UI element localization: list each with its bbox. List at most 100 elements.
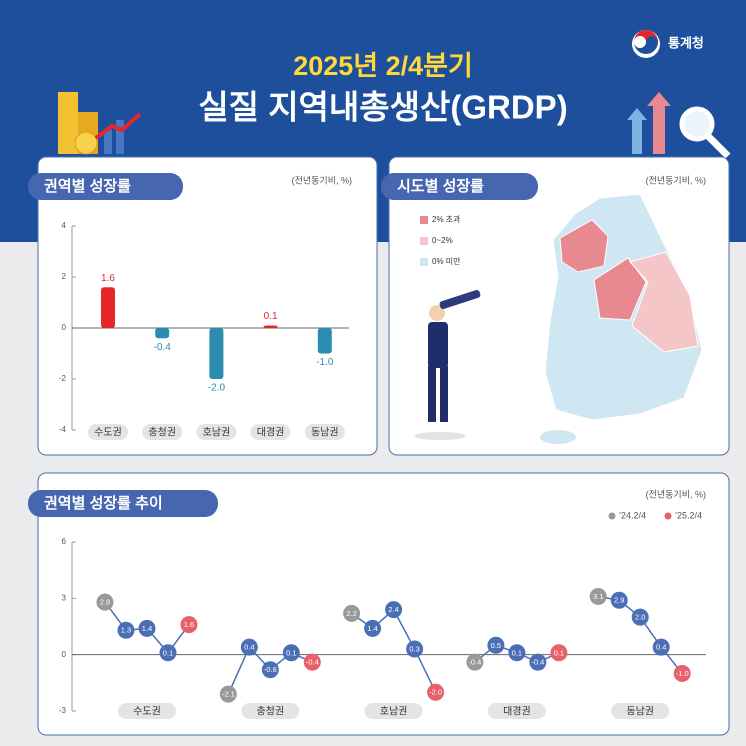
value-label: 0.1	[163, 648, 173, 657]
korea-map	[540, 193, 703, 444]
panel	[37, 156, 378, 456]
y-tick-label: 4	[62, 221, 67, 230]
panel-title: 권역별 성장률	[44, 177, 131, 195]
y-tick-label: 2	[62, 272, 67, 281]
arrows-icon	[627, 92, 731, 159]
x-tick-label: 충청권	[148, 427, 176, 439]
point	[219, 685, 237, 703]
point	[261, 661, 279, 679]
point	[138, 619, 156, 637]
value-label: 2.2	[346, 609, 356, 618]
point	[589, 587, 607, 605]
x-tick-label: 대경권	[503, 705, 531, 718]
x-tick-label: 호남권	[380, 706, 408, 718]
point	[529, 653, 547, 671]
value-label: 1.4	[367, 624, 377, 633]
bar	[317, 328, 332, 354]
legend-swatch	[420, 237, 428, 245]
value-label: 1.3	[121, 626, 131, 635]
x-tick-label: 동남권	[311, 427, 339, 439]
panel-title: 권역별 성장률 추이	[44, 494, 163, 512]
legend-marker	[608, 512, 616, 520]
unit-note: (전년동기비, %)	[646, 175, 706, 185]
y-tick-label: -3	[59, 706, 67, 715]
legend-marker	[664, 512, 672, 520]
panel-tab	[381, 173, 538, 200]
point	[180, 616, 198, 634]
value-label: 2.9	[614, 596, 624, 605]
value-label: 0.1	[512, 648, 522, 657]
value-label: 1.6	[101, 273, 115, 284]
category-pill	[364, 703, 423, 719]
y-tick-label: 6	[62, 537, 67, 546]
legend-label: ’24.2/4	[619, 510, 646, 520]
bar	[101, 287, 115, 328]
category-pill	[611, 703, 670, 719]
coins-icon	[58, 92, 142, 155]
point	[96, 593, 114, 611]
unit-note: (전년동기비, %)	[646, 489, 706, 499]
value-label: 1.6	[184, 620, 194, 629]
value-label: 0.3	[409, 645, 419, 654]
point	[550, 644, 568, 662]
legend-swatch	[420, 216, 428, 224]
value-label: 0.5	[491, 641, 501, 650]
y-tick-label: -4	[59, 425, 67, 434]
category-pill	[142, 424, 183, 440]
person-illustration	[414, 289, 481, 440]
category-pill	[487, 703, 546, 719]
logo-blue	[634, 36, 658, 54]
category-pill	[88, 424, 128, 440]
point	[406, 640, 424, 658]
point	[610, 591, 628, 609]
legend-label: 0~2%	[432, 236, 453, 245]
x-tick-label: 수도권	[94, 427, 122, 439]
value-label: 2.0	[635, 613, 645, 622]
value-label: 0.4	[656, 643, 666, 652]
value-label: -2.0	[208, 383, 226, 394]
x-tick-label: 수도권	[133, 706, 161, 718]
legend-label: ’25.2/4	[675, 510, 702, 520]
legend-swatch	[420, 258, 428, 266]
category-pill	[118, 703, 176, 719]
point	[427, 683, 445, 701]
bar	[209, 328, 224, 379]
category-pill	[196, 424, 237, 440]
point	[240, 638, 258, 656]
point	[466, 653, 484, 671]
value-label: 1.4	[142, 624, 152, 633]
y-tick-label: 3	[62, 593, 67, 602]
value-label: 0.1	[286, 648, 296, 657]
panel-title: 시도별 성장률	[397, 177, 484, 195]
value-label: 0.1	[264, 311, 278, 322]
point	[673, 664, 691, 682]
legend-label: 0% 미만	[432, 257, 461, 266]
category-pill	[250, 424, 291, 440]
title: 실질 지역내총생산(GRDP)	[198, 89, 567, 126]
subtitle: 2025년 2/4분기	[293, 51, 473, 81]
point	[385, 601, 403, 619]
category-pill	[241, 703, 300, 719]
value-label: 0.4	[244, 643, 254, 652]
point	[303, 653, 321, 671]
value-label: -2.0	[429, 688, 442, 697]
point	[282, 644, 300, 662]
y-tick-label: 0	[62, 323, 67, 332]
panel-tab	[28, 173, 183, 200]
panel-tab	[28, 490, 218, 517]
value-label: -1.0	[316, 357, 334, 368]
value-label: -0.8	[264, 665, 277, 674]
value-label: 2.4	[388, 605, 398, 614]
y-tick-label: -2	[59, 374, 67, 383]
value-label: 0.1	[554, 648, 564, 657]
value-label: 3.1	[593, 592, 603, 601]
bar	[155, 328, 170, 339]
point	[159, 644, 177, 662]
point	[508, 644, 526, 662]
point	[487, 636, 505, 654]
logo-text: 통계청	[668, 35, 704, 50]
panel	[37, 472, 730, 736]
legend-label: 2% 초과	[432, 215, 461, 224]
